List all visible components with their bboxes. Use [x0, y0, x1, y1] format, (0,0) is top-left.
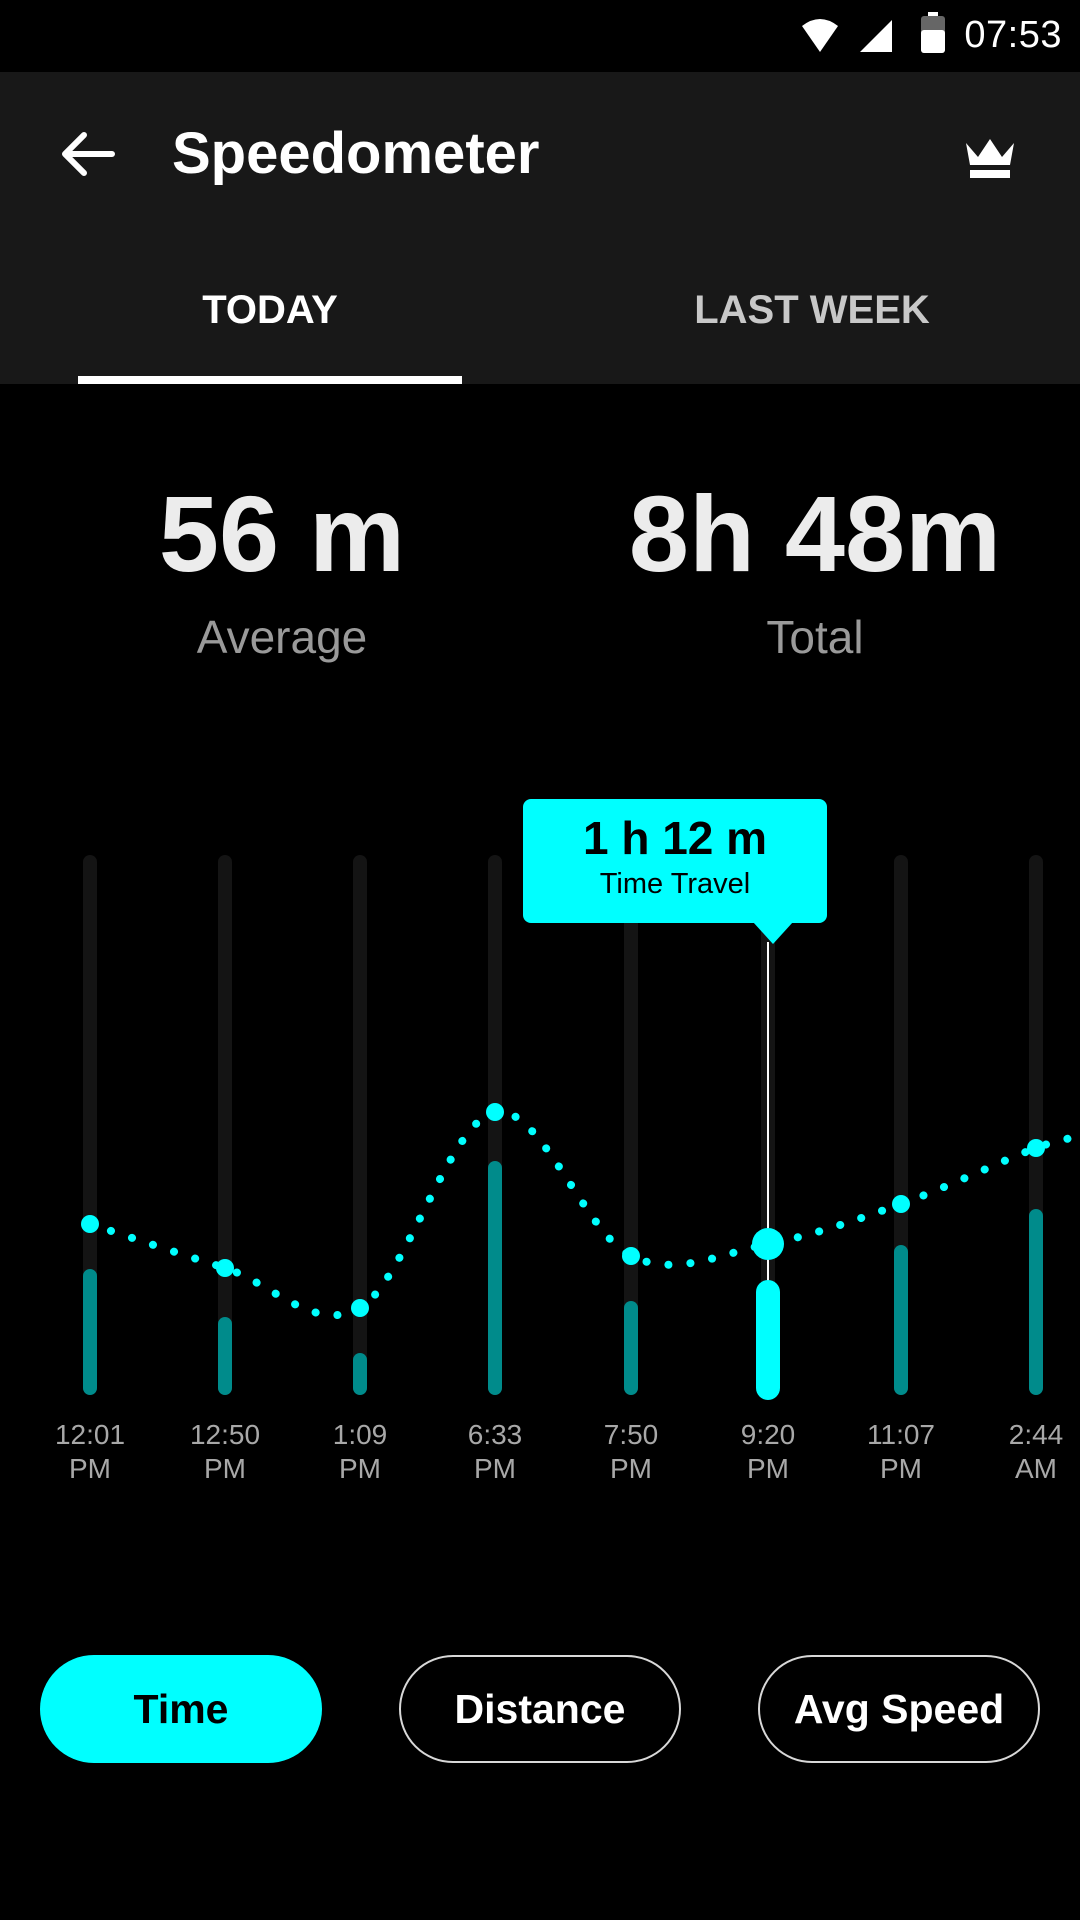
page-title: Speedometer — [172, 121, 540, 186]
tooltip-arrow — [753, 922, 793, 944]
trend-line — [86, 1107, 1080, 1319]
stat-average: 56 m Average — [42, 480, 522, 664]
tab-last-week[interactable]: LAST WEEK — [694, 288, 930, 332]
battery-icon — [921, 12, 945, 53]
data-point — [81, 1215, 99, 1233]
x-tick-label: AM — [1015, 1453, 1057, 1484]
x-tick-label: PM — [474, 1453, 516, 1484]
time-chart: 12:01PM12:50PM1:09PM6:33PM7:50PM9:20PM11… — [55, 855, 1080, 1484]
tab-indicator — [78, 376, 462, 384]
tooltip-value: 1 h 12 m — [582, 812, 768, 864]
time-filter-button[interactable]: Time — [40, 1655, 322, 1763]
x-tick-label: 9:20 — [741, 1419, 796, 1450]
stat-total: 8h 48m Total — [575, 480, 1055, 664]
avg-speed-filter-button[interactable]: Avg Speed — [758, 1655, 1040, 1763]
signal-icon — [860, 20, 892, 52]
data-point — [351, 1299, 369, 1317]
x-tick-label: PM — [747, 1453, 789, 1484]
x-tick-label: 6:33 — [468, 1419, 523, 1450]
x-tick-label: PM — [610, 1453, 652, 1484]
total-label: Total — [766, 611, 864, 663]
x-tick-label: 1:09 — [333, 1419, 388, 1450]
total-value: 8h 48m — [628, 473, 1002, 594]
data-point — [1027, 1139, 1045, 1157]
data-point — [892, 1195, 910, 1213]
chart-tooltip: 1 h 12 m Time Travel — [523, 799, 827, 923]
tooltip-label: Time Travel — [599, 867, 751, 900]
app-bar — [0, 72, 1080, 236]
tab-bar: TODAY LAST WEEK — [0, 236, 1080, 384]
arrow-left-icon — [62, 132, 115, 176]
average-value: 56 m — [158, 473, 406, 594]
tab-today[interactable]: TODAY — [202, 288, 338, 332]
average-label: Average — [196, 611, 368, 663]
wifi-icon — [802, 19, 838, 52]
x-tick-label: 11:07 — [867, 1419, 935, 1450]
x-tick-label: PM — [69, 1453, 111, 1484]
x-tick-label: 7:50 — [604, 1419, 659, 1450]
distance-filter-button[interactable]: Distance — [399, 1655, 681, 1763]
status-time: 07:53 — [964, 14, 1062, 56]
premium-button[interactable] — [955, 128, 1025, 188]
status-bar: 07:53 — [0, 0, 1080, 72]
data-point — [486, 1103, 504, 1121]
back-button[interactable] — [52, 118, 124, 190]
x-tick-label: PM — [880, 1453, 922, 1484]
x-tick-label: PM — [339, 1453, 381, 1484]
x-tick-label: 12:01 — [55, 1419, 125, 1450]
crown-icon — [966, 139, 1014, 178]
data-point — [216, 1259, 234, 1277]
x-tick-label: 2:44 — [1009, 1419, 1064, 1450]
x-tick-label: 12:50 — [190, 1419, 260, 1450]
data-point — [752, 1228, 784, 1260]
data-point — [622, 1247, 640, 1265]
x-tick-label: PM — [204, 1453, 246, 1484]
